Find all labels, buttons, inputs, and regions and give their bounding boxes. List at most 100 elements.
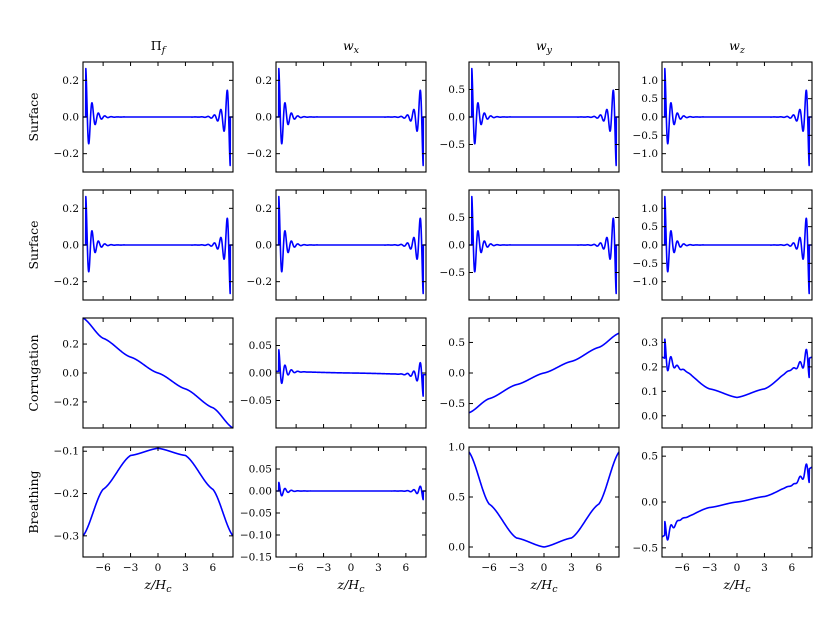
panel-r2-c2: −0.2 0.0 0.2 <box>247 189 427 301</box>
y-tick-label: −0.1 <box>54 446 80 458</box>
x-tick-label: 3 <box>761 562 768 574</box>
y-tick-label: −0.5 <box>633 130 659 142</box>
x-tick-label: 0 <box>734 562 741 574</box>
panel-r1-c4: −1.0 −0.5 0.0 0.5 1.0 <box>633 61 813 173</box>
series-line <box>275 195 427 295</box>
y-tick-label: −0.05 <box>240 508 272 520</box>
x-tick-label: −6 <box>95 562 111 574</box>
y-tick-label: 0.5 <box>448 492 465 504</box>
y-tick-label: 0.5 <box>641 221 658 233</box>
x-tick-label: 6 <box>210 562 217 574</box>
series-line <box>468 451 620 548</box>
x-tick-label: −6 <box>481 562 497 574</box>
series-line <box>275 67 427 167</box>
y-tick-label: −0.2 <box>54 148 80 160</box>
panel-r3-c2: −0.05 0.00 0.05 <box>240 317 427 429</box>
axes-frame <box>275 446 427 558</box>
y-tick-label: −0.10 <box>240 530 272 542</box>
y-tick-label: −0.05 <box>240 395 272 407</box>
column-title-2: wx <box>343 38 360 56</box>
x-tick-label: 6 <box>789 562 796 574</box>
panel-r1-c1: −0.2 0.0 0.2 <box>54 61 234 173</box>
y-tick-label: 0.2 <box>62 339 79 351</box>
row-label-4: Breathing <box>26 470 41 533</box>
row-label-1: Surface <box>26 92 41 141</box>
panel-r3-c3: −0.5 0.0 0.5 <box>440 317 620 429</box>
y-tick-label: 0.0 <box>255 112 272 124</box>
y-tick-label: 0.05 <box>249 464 272 476</box>
y-tick-label: 0.5 <box>641 93 658 105</box>
y-tick-label: −0.3 <box>54 530 80 542</box>
y-tick-label: 0.00 <box>249 368 272 380</box>
panel-r4-c2: −6 −3 0 3 6 −0.15 −0.10 −0.05 0.00 0.05 <box>240 446 427 574</box>
series-line <box>82 67 234 167</box>
y-tick-label: 0.0 <box>448 112 465 124</box>
series-line <box>82 447 234 537</box>
series-line <box>275 481 427 501</box>
y-tick-label: −0.5 <box>440 267 466 279</box>
x-tick-label: −3 <box>702 562 717 574</box>
axes-frame <box>82 446 234 558</box>
x-axis-label-1: z/Hc <box>143 577 172 595</box>
x-tick-label: 0 <box>541 562 548 574</box>
column-title-1: Πf <box>151 38 167 56</box>
y-tick-label: 0.1 <box>641 386 658 398</box>
y-tick-label: 0.5 <box>448 84 465 96</box>
y-tick-label: 0.00 <box>249 486 272 498</box>
y-tick-label: 0.5 <box>448 212 465 224</box>
series-line <box>661 67 813 167</box>
axes-frame <box>661 317 813 429</box>
row-label-2: Surface <box>26 220 41 269</box>
y-tick-label: −0.2 <box>247 276 273 288</box>
x-tick-label: −3 <box>123 562 138 574</box>
y-tick-label: 0.3 <box>641 337 658 349</box>
x-tick-label: −6 <box>288 562 304 574</box>
series-line <box>661 195 813 295</box>
y-tick-label: 1.0 <box>448 442 465 454</box>
y-tick-label: 1.0 <box>641 75 658 87</box>
panel-r1-c3: −0.5 0.0 0.5 <box>440 61 620 173</box>
y-tick-label: 0.0 <box>448 368 465 380</box>
y-tick-label: 0.0 <box>641 497 658 509</box>
y-tick-label: 0.0 <box>448 542 465 554</box>
panel-r2-c1: −0.2 0.0 0.2 <box>54 189 234 301</box>
y-tick-label: 0.0 <box>641 240 658 252</box>
y-tick-label: −0.2 <box>54 488 80 500</box>
y-tick-label: −0.2 <box>54 396 80 408</box>
panel-r1-c2: −0.2 0.0 0.2 <box>247 61 427 173</box>
x-tick-label: −3 <box>509 562 524 574</box>
y-tick-label: 0.0 <box>62 368 79 380</box>
y-tick-label: −0.2 <box>54 276 80 288</box>
x-tick-label: 3 <box>375 562 382 574</box>
y-tick-label: 0.0 <box>62 112 79 124</box>
x-tick-label: 3 <box>568 562 575 574</box>
y-tick-label: 1.0 <box>641 203 658 215</box>
x-tick-label: −6 <box>674 562 690 574</box>
x-axis-label-2: z/Hc <box>336 577 365 595</box>
y-tick-label: 0.0 <box>255 240 272 252</box>
panel-r4-c3: −6 −3 0 3 6 0.0 0.5 1.0 <box>448 442 620 574</box>
series-line <box>82 317 234 429</box>
panel-r4-c1: −6 −3 0 3 6 −0.3 −0.2 −0.1 <box>54 446 234 574</box>
x-tick-label: 6 <box>596 562 603 574</box>
series-line <box>661 338 813 399</box>
y-tick-label: 0.0 <box>448 240 465 252</box>
panel-r3-c4: 0.0 0.1 0.2 0.3 <box>641 317 813 429</box>
y-tick-label: 0.5 <box>448 337 465 349</box>
column-title-4: wz <box>729 38 746 56</box>
column-title-3: wy <box>536 38 553 56</box>
row-label-3: Corrugation <box>26 334 41 411</box>
y-tick-label: 0.5 <box>641 451 658 463</box>
y-tick-label: 0.2 <box>641 361 658 373</box>
x-axis-label-4: z/Hc <box>722 577 751 595</box>
y-tick-label: 0.0 <box>62 240 79 252</box>
x-tick-label: −3 <box>316 562 331 574</box>
x-tick-label: 0 <box>155 562 162 574</box>
y-tick-label: 0.05 <box>249 340 272 352</box>
panel-r3-c1: −0.2 0.0 0.2 <box>54 317 234 429</box>
y-tick-label: −0.2 <box>247 148 273 160</box>
panel-r2-c3: −0.5 0.0 0.5 <box>440 189 620 301</box>
y-tick-label: 0.2 <box>62 75 79 87</box>
y-tick-label: 0.2 <box>255 75 272 87</box>
